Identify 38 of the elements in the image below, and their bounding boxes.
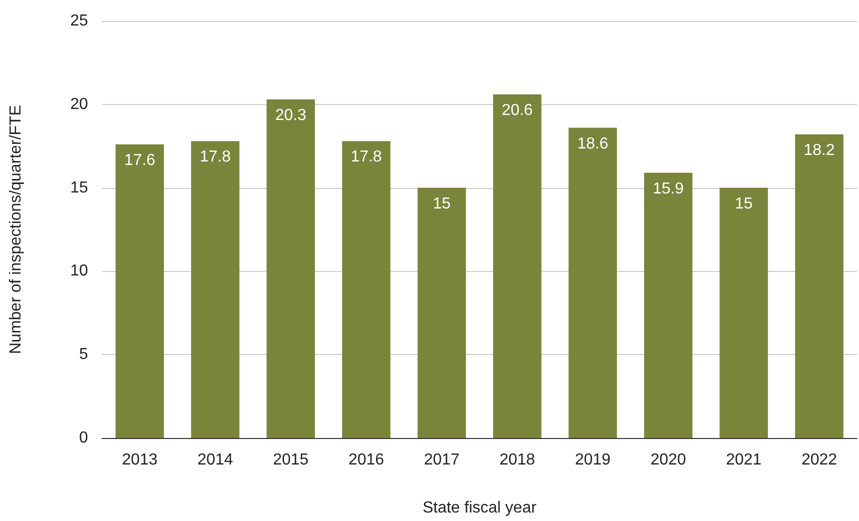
x-tick-label: 2022 xyxy=(801,452,838,468)
x-tick-label: 2020 xyxy=(650,452,686,468)
data-label: 17.6 xyxy=(124,152,156,169)
x-tick-label: 2019 xyxy=(574,452,611,468)
data-label: 20.6 xyxy=(502,102,533,119)
y-tick-label: 0 xyxy=(79,430,88,446)
bar xyxy=(568,128,617,438)
data-label: 17.8 xyxy=(200,148,231,166)
x-tick-label: 2021 xyxy=(726,452,762,468)
y-tick-label: 25 xyxy=(70,12,88,30)
bar xyxy=(418,188,466,438)
y-axis-title: Number of inspections/quarter/FTE xyxy=(8,105,24,354)
bar xyxy=(116,144,164,438)
y-tick-label: 15 xyxy=(70,179,88,196)
bar xyxy=(266,99,315,438)
y-tick-label: 5 xyxy=(79,346,88,364)
bar xyxy=(493,94,542,438)
bar xyxy=(720,188,768,438)
data-label: 17.8 xyxy=(350,148,382,166)
bar xyxy=(342,141,390,438)
data-label: 15.9 xyxy=(652,180,684,198)
x-tick-label: 2017 xyxy=(424,452,460,468)
x-tick-label: 2013 xyxy=(122,452,158,468)
data-label: 18.2 xyxy=(804,142,835,159)
x-tick-label: 2016 xyxy=(348,452,384,468)
y-tick-label: 10 xyxy=(70,262,88,280)
bar xyxy=(191,141,240,438)
x-tick-label: 2015 xyxy=(272,452,309,468)
data-label: 20.3 xyxy=(275,106,306,124)
x-axis-title: State fiscal year xyxy=(422,500,538,516)
y-tick-label: 20 xyxy=(70,96,88,113)
data-label: 15 xyxy=(734,195,753,212)
x-tick-label: 2014 xyxy=(197,452,234,468)
bar xyxy=(795,134,844,438)
x-tick-label: 2018 xyxy=(499,452,536,468)
data-label: 15 xyxy=(432,195,451,212)
data-label: 18.6 xyxy=(577,135,608,152)
bar xyxy=(644,172,692,438)
